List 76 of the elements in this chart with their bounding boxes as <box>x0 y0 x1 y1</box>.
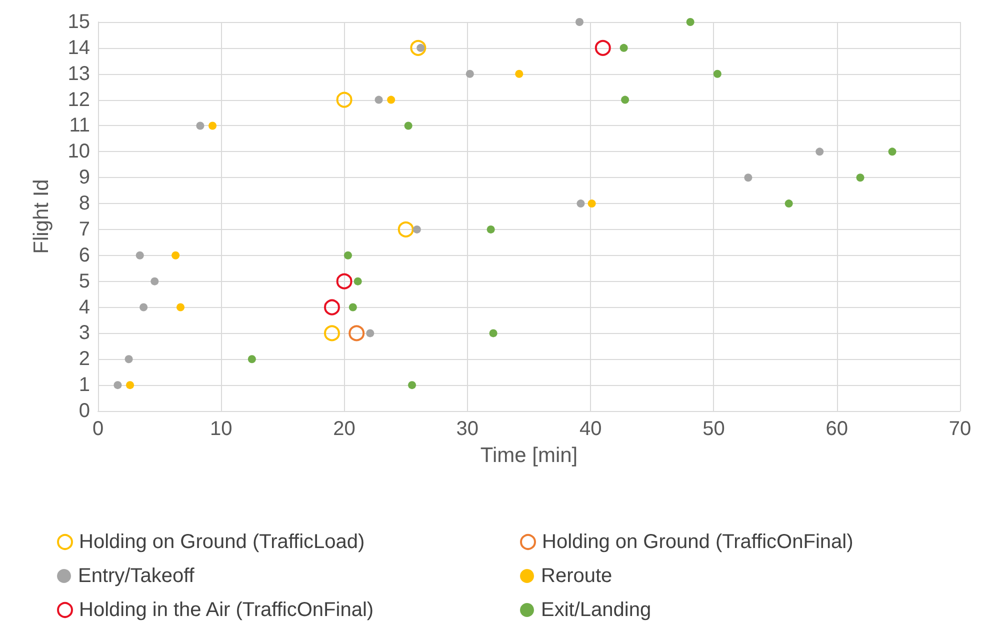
point <box>744 174 752 182</box>
point <box>126 381 134 390</box>
point <box>172 251 180 260</box>
y-tick-label: 10 <box>68 140 90 163</box>
y-tick-label: 6 <box>78 244 90 266</box>
point <box>336 273 352 290</box>
legend-label: Exit/Landing <box>541 599 652 621</box>
point <box>324 325 340 342</box>
legend-label: Holding on Ground (TrafficLoad) <box>79 531 365 553</box>
point <box>408 381 416 390</box>
point <box>114 381 122 390</box>
point <box>594 40 611 56</box>
point <box>412 225 421 234</box>
point <box>515 70 524 78</box>
x-tick-label: 40 <box>579 418 602 440</box>
x-tick-label: 30 <box>456 418 479 440</box>
legend-label: Holding in the Air (TrafficOnFinal) <box>79 599 374 621</box>
y-tick-label: 3 <box>78 322 90 344</box>
legend-label: Entry/Takeoff <box>78 565 195 587</box>
point <box>713 70 722 78</box>
y-axis-title: Flight Id <box>30 179 53 254</box>
legend-label: Holding on Ground (TrafficOnFinal) <box>542 531 854 553</box>
point <box>150 277 159 286</box>
x-tick-label: 20 <box>333 418 356 440</box>
point <box>366 329 374 338</box>
point <box>486 225 495 234</box>
point <box>575 18 584 26</box>
y-tick-label: 13 <box>68 62 90 85</box>
y-tick-label: 9 <box>78 166 90 189</box>
y-tick-label: 12 <box>68 88 90 111</box>
point <box>336 92 352 108</box>
point <box>344 251 352 260</box>
point <box>324 299 340 316</box>
y-tick-label: 5 <box>78 270 90 292</box>
point <box>208 122 217 130</box>
point <box>124 355 133 364</box>
point <box>196 122 204 130</box>
point <box>410 40 426 56</box>
point <box>588 200 596 208</box>
point <box>140 303 148 312</box>
point <box>374 96 383 104</box>
point <box>816 148 824 156</box>
point <box>620 44 628 52</box>
point <box>354 277 362 286</box>
point <box>404 122 412 130</box>
y-tick-label: 15 <box>68 11 90 33</box>
x-tick-label: 0 <box>92 418 104 440</box>
x-tick-label: 70 <box>948 418 972 440</box>
point <box>489 329 498 338</box>
point <box>856 174 864 182</box>
point <box>136 251 144 260</box>
x-tick-label: 50 <box>702 418 725 440</box>
point <box>398 221 414 238</box>
point <box>248 355 256 364</box>
point <box>576 200 585 208</box>
point <box>176 303 185 312</box>
point <box>888 148 896 156</box>
y-tick-label: 11 <box>69 114 90 137</box>
point <box>348 325 365 342</box>
y-tick-label: 0 <box>78 400 90 422</box>
x-axis-title: Time [min] <box>480 444 578 467</box>
x-tick-label: 60 <box>826 418 848 440</box>
point <box>621 96 630 104</box>
x-tick-label: 10 <box>210 418 232 440</box>
y-tick-label: 7 <box>78 218 90 240</box>
point <box>686 18 694 26</box>
y-tick-label: 8 <box>78 192 90 215</box>
y-tick-label: 14 <box>68 36 90 59</box>
y-tick-label: 1 <box>78 374 90 396</box>
point <box>784 200 793 208</box>
y-tick-label: 2 <box>78 348 90 370</box>
point <box>466 70 474 78</box>
y-tick-label: 4 <box>78 296 90 318</box>
point <box>387 96 396 104</box>
point <box>348 303 357 312</box>
legend-label: Reroute <box>541 565 612 587</box>
